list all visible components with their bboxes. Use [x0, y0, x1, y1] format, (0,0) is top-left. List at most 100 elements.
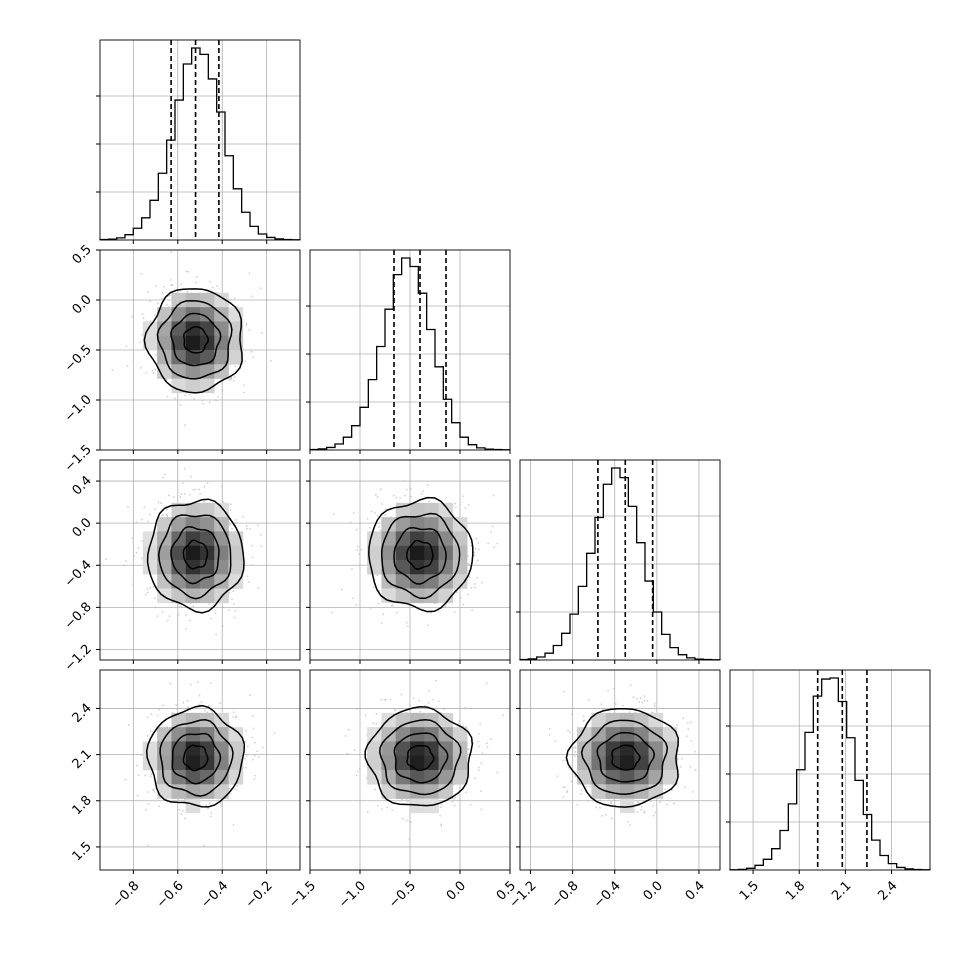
sample-point: [419, 710, 422, 713]
sample-point: [659, 801, 661, 804]
sample-point: [186, 706, 189, 709]
sample-point: [374, 788, 377, 791]
sample-point: [574, 750, 577, 753]
density-cell: [214, 741, 229, 757]
sample-point: [221, 485, 223, 488]
sample-point: [142, 317, 145, 319]
sample-point: [677, 757, 680, 760]
sample-point: [234, 610, 237, 613]
sample-point: [207, 705, 210, 707]
density-cell: [171, 574, 187, 589]
sample-point: [183, 492, 186, 495]
sample-point: [250, 350, 253, 353]
density-cell: [200, 517, 215, 532]
sample-point: [654, 811, 657, 814]
sample-point: [207, 807, 209, 810]
density-cell: [157, 727, 172, 742]
sample-point: [351, 597, 354, 600]
sample-point: [185, 614, 187, 617]
joint-density-panel: [99, 459, 301, 661]
sample-point: [174, 397, 176, 400]
sample-point: [403, 479, 406, 482]
sample-point: [211, 286, 214, 289]
sample-point: [391, 809, 394, 812]
density-cell: [634, 755, 649, 771]
contour-line: [182, 744, 209, 772]
histogram-step: [519, 467, 721, 661]
sample-point: [464, 706, 467, 709]
sample-point: [230, 503, 232, 506]
panel-frame: [519, 669, 721, 871]
sample-point: [548, 727, 551, 730]
contour-line: [145, 704, 246, 808]
sample-point: [146, 520, 149, 523]
sample-point: [260, 545, 263, 548]
sample-point: [694, 769, 697, 771]
density-cell: [620, 727, 635, 742]
sample-point: [233, 376, 236, 379]
sample-point: [405, 488, 408, 491]
sample-point: [381, 808, 383, 811]
sample-point: [355, 774, 358, 777]
sample-point: [175, 704, 178, 706]
sample-point: [245, 730, 247, 733]
sample-point: [234, 518, 237, 521]
sample-point: [628, 711, 631, 713]
sample-point: [679, 765, 682, 768]
sample-point: [236, 521, 239, 524]
sample-point: [131, 315, 134, 318]
sample-point: [246, 745, 249, 748]
sample-point: [566, 791, 568, 793]
density-cell: [157, 545, 172, 561]
sample-point: [382, 613, 385, 616]
sample-point: [694, 750, 697, 753]
sample-point: [356, 770, 359, 773]
sample-point: [399, 496, 401, 499]
sample-point: [439, 806, 442, 809]
density-cell: [605, 741, 621, 757]
sample-point: [153, 597, 156, 599]
density-cell: [200, 741, 215, 757]
sample-point: [144, 593, 147, 596]
sample-point: [162, 285, 165, 288]
density-cell: [395, 560, 411, 575]
sample-point: [249, 528, 251, 530]
panel-content: [100, 460, 300, 660]
sample-point: [246, 575, 249, 578]
sample-point: [692, 790, 695, 793]
sample-point: [610, 801, 613, 804]
sample-point: [582, 720, 585, 722]
sample-point: [231, 527, 234, 530]
density-cell: [410, 798, 425, 814]
density-cell: [591, 712, 607, 728]
sample-point: [179, 404, 182, 406]
sample-point: [428, 500, 431, 503]
joint-density-panel: [99, 669, 301, 871]
density-cell: [185, 770, 201, 785]
density-cell: [634, 727, 649, 742]
density-cell: [185, 741, 201, 757]
sample-point: [638, 701, 641, 703]
sample-point: [208, 602, 211, 605]
sample-point: [462, 603, 465, 606]
sample-point: [154, 285, 157, 288]
density-cell: [648, 741, 664, 757]
y-tick-label: −1.5: [62, 442, 95, 475]
x-tick-label: −0.8: [109, 878, 142, 911]
sample-point: [146, 734, 149, 737]
density-cell: [214, 545, 229, 561]
sample-point: [146, 716, 149, 719]
sample-point: [477, 542, 480, 544]
x-tick-label: −1.0: [336, 878, 369, 911]
sample-point: [189, 393, 192, 396]
sample-point: [742, 734, 744, 736]
sample-point: [165, 303, 168, 306]
sample-point: [599, 799, 602, 802]
sample-point: [422, 490, 425, 493]
sample-point: [140, 273, 143, 275]
sample-point: [178, 606, 181, 608]
sample-point: [479, 722, 482, 725]
sample-point: [145, 371, 148, 374]
sample-point: [622, 704, 624, 707]
sample-point: [244, 740, 246, 743]
